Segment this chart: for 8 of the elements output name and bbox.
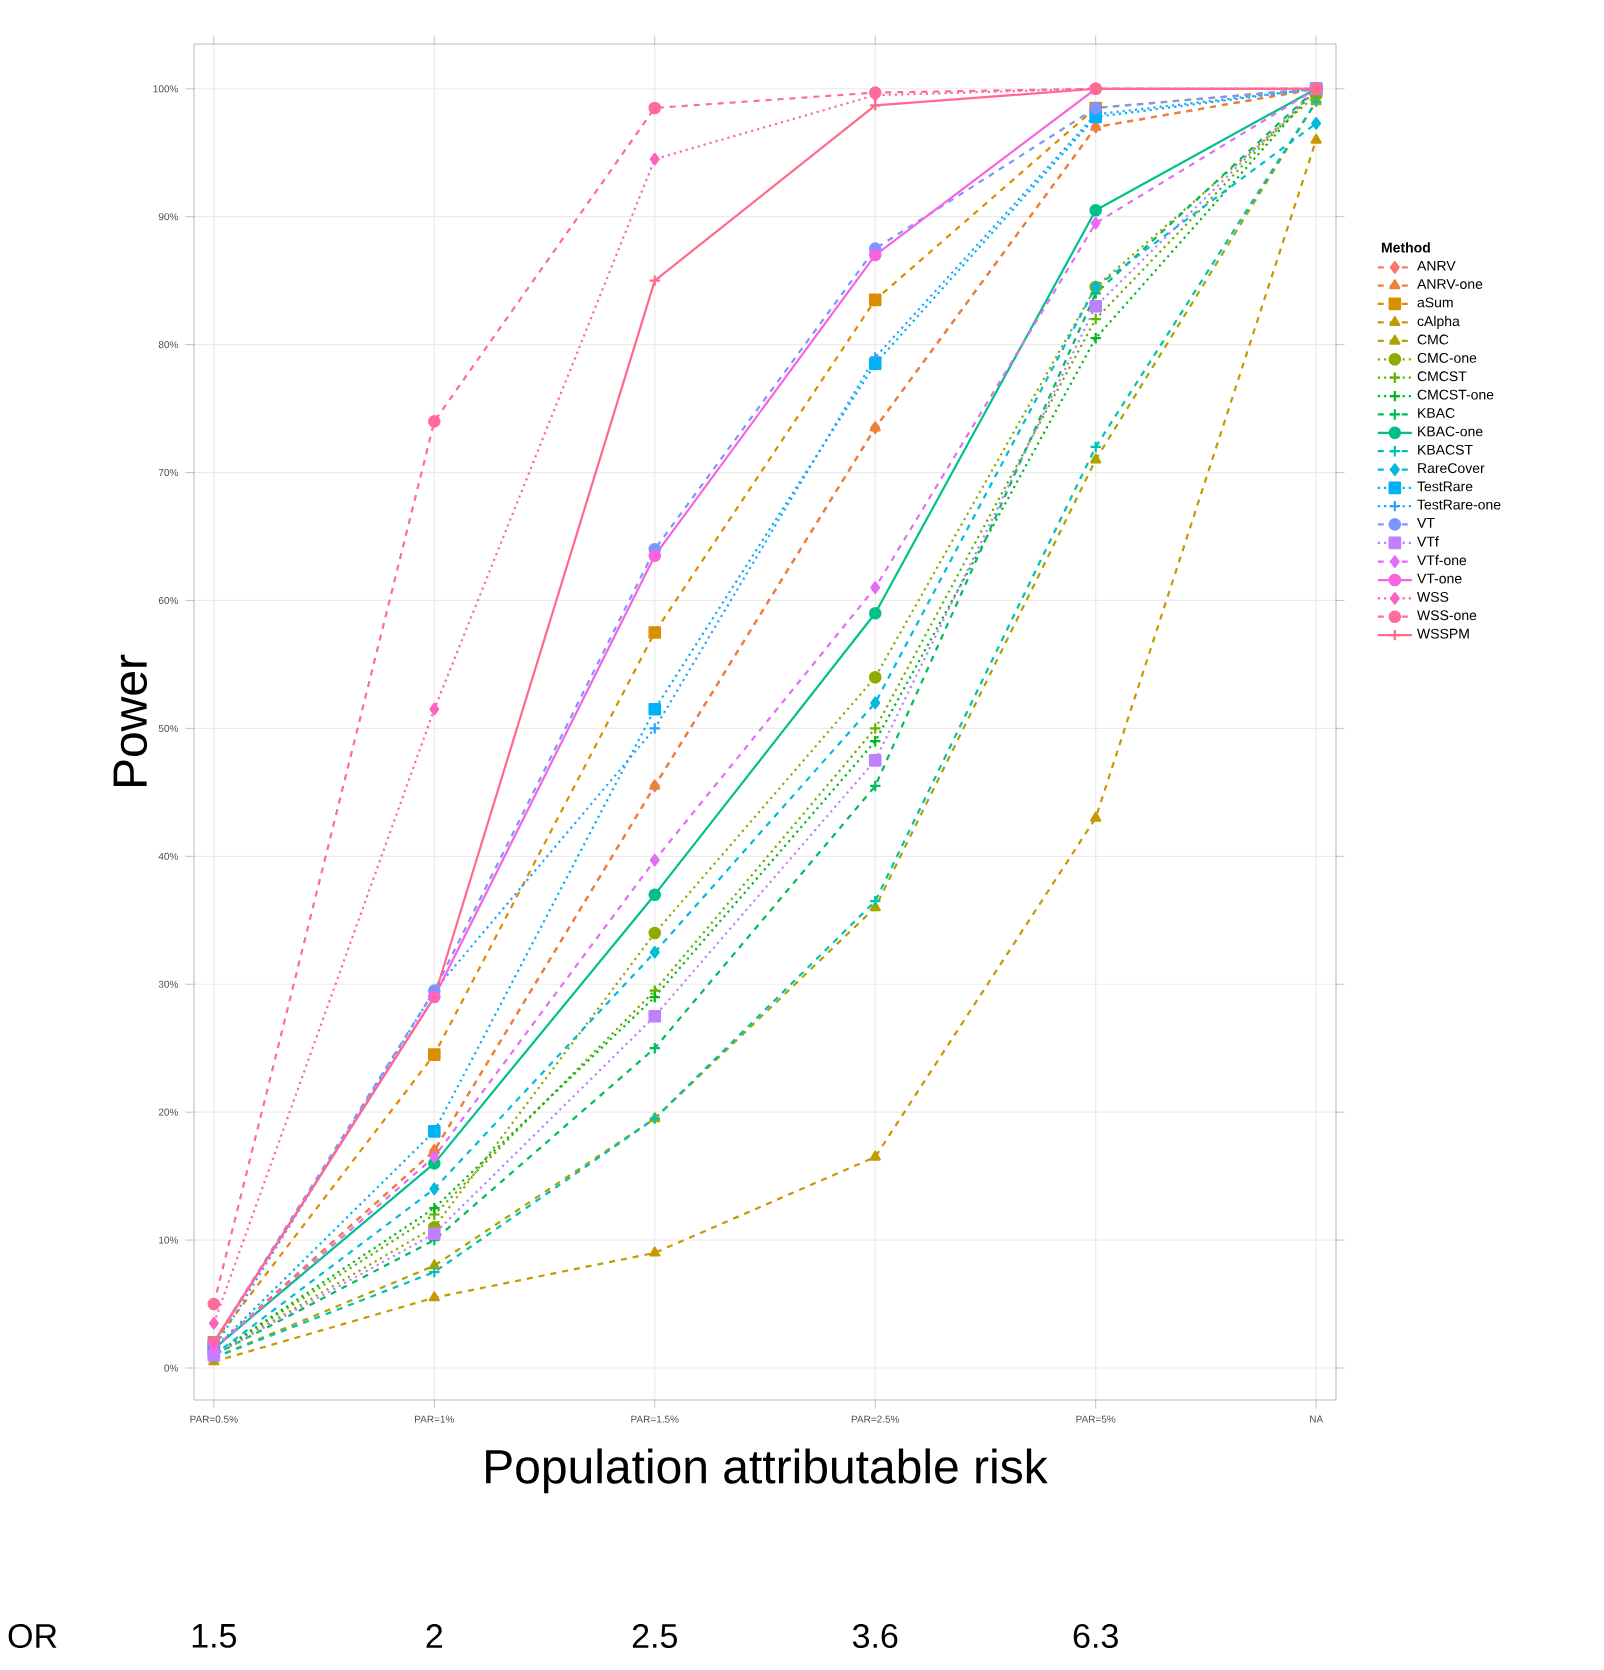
text: 3.6 xyxy=(852,1623,898,1649)
text: OR xyxy=(8,1623,57,1649)
text: 6.3 xyxy=(1073,1623,1118,1649)
text: 2 xyxy=(426,1624,443,1648)
text: 2.5 xyxy=(632,1623,677,1649)
x-axis-title: Population attributable risk xyxy=(486,1448,1048,1494)
y-axis-title: Power xyxy=(113,654,148,787)
text: 1.5 xyxy=(192,1624,237,1648)
